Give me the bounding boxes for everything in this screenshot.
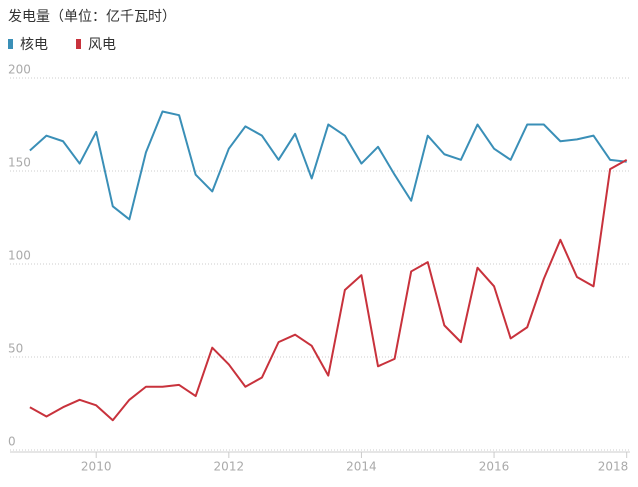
legend-label: 核电: [20, 37, 48, 53]
y-tick-label: 0: [8, 435, 16, 449]
y-tick-label: 200: [8, 63, 31, 77]
x-tick-label: 2018: [598, 460, 629, 474]
chart-title: 发电量（单位：亿千瓦时）: [8, 9, 176, 25]
x-tick-label: 2010: [81, 460, 112, 474]
legend-label: 风电: [88, 37, 116, 53]
data-line: [29, 158, 628, 422]
x-tick-label: 2016: [479, 460, 510, 474]
legend-swatch: [76, 39, 81, 49]
y-tick-label: 50: [8, 342, 23, 356]
x-tick-label: 2012: [214, 460, 245, 474]
legend-swatch: [8, 39, 13, 49]
x-tick-label: 2014: [346, 460, 377, 474]
y-tick-label: 100: [8, 249, 31, 263]
y-tick-label: 150: [8, 156, 31, 170]
data-line: [29, 110, 627, 221]
